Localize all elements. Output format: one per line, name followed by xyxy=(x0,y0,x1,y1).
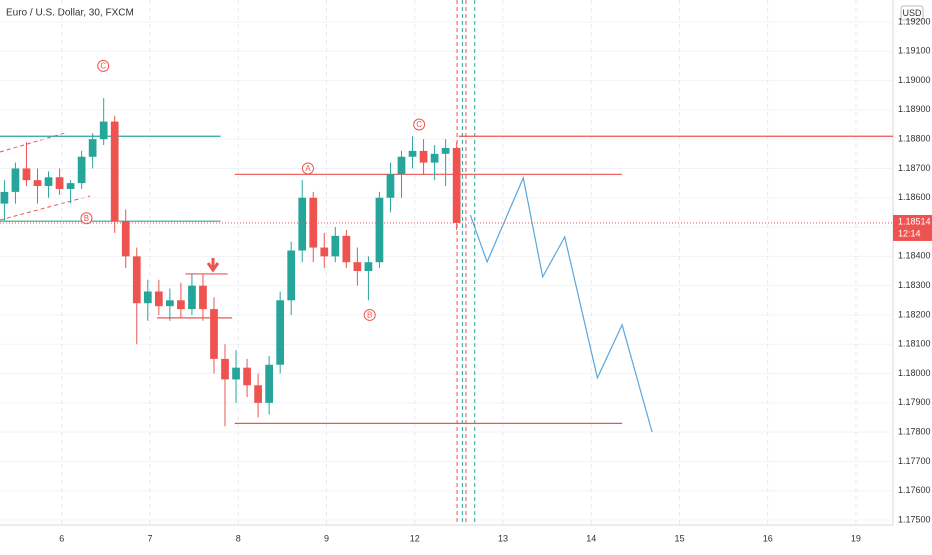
y-tick-label: 1.17800 xyxy=(898,427,931,437)
candle-body xyxy=(408,150,417,157)
candle-body xyxy=(66,183,75,189)
x-tick-label: 12 xyxy=(410,533,420,543)
y-tick-label: 1.18400 xyxy=(898,251,931,261)
candle-body xyxy=(177,300,185,310)
y-tick-label: 1.19000 xyxy=(898,75,931,85)
wave-label: B xyxy=(84,214,89,223)
candle-body xyxy=(232,367,240,380)
x-tick-label: 6 xyxy=(59,533,64,543)
candle-body xyxy=(320,247,329,257)
arrow xyxy=(206,258,220,273)
candle-body xyxy=(419,150,428,163)
candle-body xyxy=(243,367,251,386)
x-tick-label: 9 xyxy=(324,533,329,543)
projection-path xyxy=(469,175,653,433)
x-tick-label: 16 xyxy=(763,533,773,543)
channel-line xyxy=(0,195,91,221)
candle-body xyxy=(188,285,196,310)
candle-body xyxy=(0,191,9,204)
candle-body xyxy=(309,197,318,248)
candle-body xyxy=(276,300,285,365)
wave-label: A xyxy=(305,164,311,173)
x-tick-label: 7 xyxy=(148,533,153,543)
candle-body xyxy=(353,262,362,271)
y-tick-label: 1.17900 xyxy=(898,397,931,407)
candle-body xyxy=(77,156,86,184)
candle-body xyxy=(331,235,340,257)
candle-body xyxy=(22,168,31,181)
candle-body xyxy=(166,300,174,307)
last-price-label: 1.18514 xyxy=(898,216,931,226)
y-tick-label: 1.18800 xyxy=(898,134,931,144)
candle-body xyxy=(221,358,229,380)
candle-body xyxy=(298,197,307,251)
candle-body xyxy=(441,147,450,154)
candle-body xyxy=(430,153,439,163)
x-tick-label: 13 xyxy=(498,533,508,543)
x-tick-label: 8 xyxy=(236,533,241,543)
y-tick-label: 1.18000 xyxy=(898,368,931,378)
last-price-tag xyxy=(893,214,932,241)
y-tick-label: 1.19200 xyxy=(898,16,931,26)
candle-body xyxy=(254,385,262,403)
x-tick-label: 19 xyxy=(851,533,861,543)
wave-label-circle xyxy=(97,59,110,72)
candle-body xyxy=(88,139,97,157)
y-tick-label: 1.18100 xyxy=(898,339,931,349)
candle-body xyxy=(154,291,163,307)
y-tick-label: 1.17700 xyxy=(898,456,931,466)
y-tick-label: 1.18600 xyxy=(898,192,931,202)
candle-body xyxy=(265,364,273,403)
candle-body xyxy=(364,262,373,271)
candle-body xyxy=(132,256,141,304)
candle-body xyxy=(375,197,384,263)
candle-body xyxy=(11,168,20,192)
wave-label-circle xyxy=(363,308,376,321)
wave-label-circle xyxy=(301,162,314,175)
y-tick-label: 1.19100 xyxy=(898,46,931,56)
candle-body xyxy=(44,177,53,187)
y-tick-label: 1.18300 xyxy=(898,280,931,290)
wave-label: C xyxy=(100,62,106,71)
x-tick-label: 14 xyxy=(586,533,596,543)
wave-label: C xyxy=(416,120,422,129)
candle-body xyxy=(452,147,461,223)
candle-body xyxy=(55,177,64,189)
candle-body xyxy=(110,121,119,222)
y-tick-label: 1.17600 xyxy=(898,485,931,495)
candle-body xyxy=(210,309,218,359)
wave-label-circle xyxy=(413,118,426,131)
candle-body xyxy=(99,121,108,140)
x-tick-label: 15 xyxy=(674,533,684,543)
y-tick-label: 1.17500 xyxy=(898,514,931,524)
candle-body xyxy=(287,250,296,301)
candle-body xyxy=(397,156,406,175)
candle-body xyxy=(199,285,207,310)
chart-title: Euro / U.S. Dollar, 30, FXCM xyxy=(6,8,134,19)
candle-body xyxy=(33,180,42,187)
y-tick-label: 1.18700 xyxy=(898,163,931,173)
countdown: 12:14 xyxy=(898,228,921,238)
candle-body xyxy=(121,221,130,257)
candle-body xyxy=(386,174,395,198)
currency-box xyxy=(900,5,924,21)
wave-label-circle xyxy=(80,212,93,225)
y-tick-label: 1.18200 xyxy=(898,309,931,319)
candle-body xyxy=(342,235,351,263)
candle-body xyxy=(143,291,152,304)
wave-label: B xyxy=(367,311,372,320)
currency: USD xyxy=(902,8,922,18)
y-tick-label: 1.18900 xyxy=(898,104,931,114)
